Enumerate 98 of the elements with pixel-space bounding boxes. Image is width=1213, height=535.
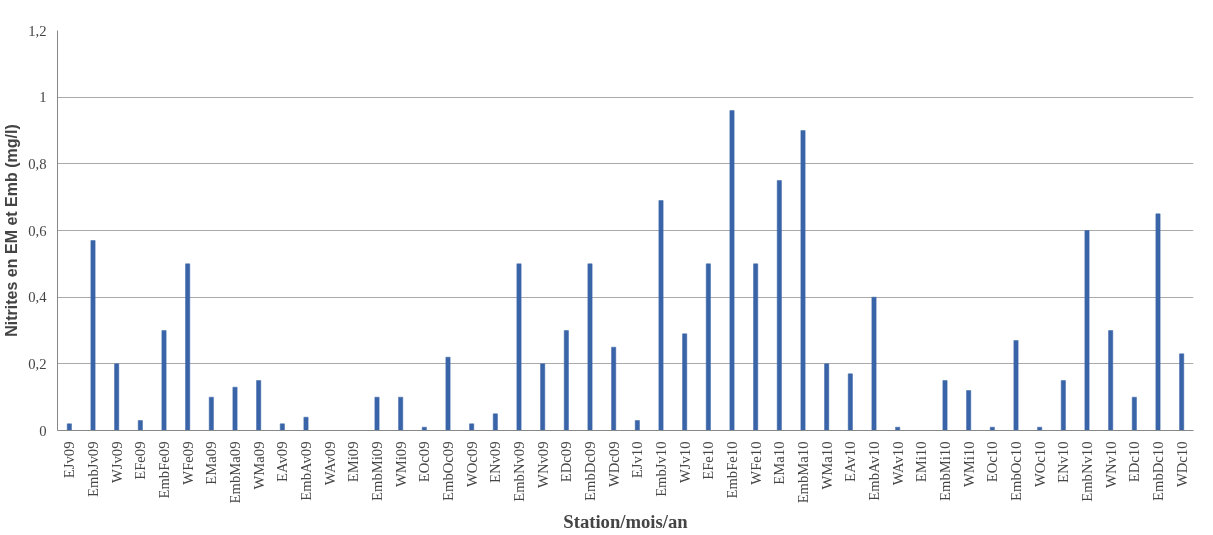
- bar: [469, 423, 475, 431]
- bar: [516, 263, 522, 431]
- bar: [1108, 330, 1114, 431]
- bar: [800, 130, 806, 431]
- bar: [871, 296, 877, 431]
- x-tick-label: EmbOc10: [1008, 441, 1024, 501]
- bar: [279, 423, 285, 431]
- x-tick-label: EAv10: [842, 441, 859, 482]
- x-tick-label: WMi09: [392, 441, 409, 488]
- bar: [729, 110, 735, 431]
- x-tick-label: WMi10: [960, 441, 977, 488]
- x-tick-label: EMi10: [913, 441, 930, 483]
- x-tick-label: WAv09: [321, 441, 338, 486]
- x-tick-label: WMa10: [818, 441, 835, 490]
- x-tick-label: WOc10: [1031, 441, 1048, 488]
- bar: [185, 263, 191, 431]
- bar: [824, 363, 830, 431]
- x-tick-label: EmbOc09: [440, 441, 456, 501]
- bar: [208, 396, 214, 431]
- y-tick-label: 0: [39, 422, 47, 439]
- bar: [658, 200, 664, 431]
- bar: [1131, 396, 1137, 431]
- bar: [303, 416, 309, 431]
- x-tick-label: EJv09: [61, 441, 78, 479]
- x-tick-label: EmbFe10: [724, 441, 740, 499]
- x-tick-label: WNv09: [534, 441, 551, 488]
- bar: [705, 263, 711, 431]
- x-tick-label: EOc10: [984, 441, 1001, 483]
- x-tick-label: EmbDc09: [582, 441, 598, 501]
- bar: [682, 333, 688, 431]
- bar: [563, 330, 569, 431]
- x-tick-label: EmbDc10: [1150, 441, 1166, 501]
- x-tick-label: EJv10: [629, 441, 646, 479]
- bar: [776, 180, 782, 431]
- x-tick-label: EmbJv09: [85, 441, 101, 497]
- bar: [161, 330, 167, 431]
- bar: [374, 396, 380, 431]
- x-tick-label: EMi09: [345, 441, 362, 483]
- x-tick-label: EFe09: [132, 441, 149, 480]
- x-tick-label: WFe10: [747, 441, 764, 485]
- x-tick-label: EOc09: [416, 441, 433, 483]
- y-tick-label: 0,6: [28, 222, 47, 239]
- bar: [753, 263, 759, 431]
- x-tick-label: EFe10: [700, 441, 717, 480]
- x-tick-label: WMa09: [250, 441, 267, 490]
- x-tick-label: EmbNv10: [1079, 441, 1095, 502]
- x-tick-label: EmbMi09: [369, 441, 385, 501]
- x-tick-label: EmbNv09: [511, 441, 527, 502]
- x-tick-label: WAv10: [889, 441, 906, 486]
- x-tick-label: ENv09: [487, 441, 504, 484]
- bar: [66, 423, 72, 431]
- bar: [1084, 230, 1090, 431]
- x-tick-label: WDc10: [1173, 441, 1190, 488]
- bar: [1013, 340, 1019, 431]
- x-tick-label: EAv09: [274, 441, 291, 482]
- bar: [1155, 213, 1161, 431]
- x-tick-label: EmbMa10: [795, 441, 811, 504]
- x-tick-label: EmbFe09: [156, 441, 172, 499]
- y-tick-label: 0,8: [28, 155, 47, 172]
- bar: [114, 363, 120, 431]
- bar: [137, 420, 143, 431]
- bar: [611, 346, 617, 431]
- x-tick-label: WDc09: [605, 441, 622, 488]
- x-tick-label: EDc10: [1126, 441, 1143, 483]
- bar: [492, 413, 498, 431]
- x-tick-label: EmbMi10: [937, 441, 953, 501]
- bar: [942, 380, 948, 431]
- y-tick-label: 0,4: [28, 289, 48, 306]
- x-tick-label: EMa09: [203, 441, 220, 485]
- bar: [966, 390, 972, 431]
- x-axis-title: Station/mois/an: [563, 511, 689, 533]
- bar: [445, 356, 451, 431]
- bar: [540, 363, 546, 431]
- x-tick-label: WFe09: [179, 441, 196, 485]
- bar: [398, 396, 404, 431]
- x-tick-label: WNv10: [1102, 441, 1119, 488]
- y-tick-label: 1,2: [28, 22, 47, 39]
- x-tick-label: WJv09: [108, 441, 125, 484]
- x-tick-label: EmbMa09: [227, 441, 243, 504]
- x-tick-label: EDc09: [558, 441, 575, 483]
- bar: [232, 386, 238, 431]
- y-tick-label: 0,2: [28, 355, 47, 372]
- x-tick-label: EmbAv10: [866, 441, 882, 501]
- x-tick-label: WOc09: [463, 441, 480, 488]
- x-tick-label: EmbAv09: [298, 441, 314, 501]
- y-axis-title: Nitrites en EM et Emb (mg/l): [3, 124, 21, 337]
- bar: [256, 380, 262, 431]
- bar: [634, 420, 640, 431]
- bar: [90, 240, 96, 431]
- x-tick-label: EMa10: [771, 441, 788, 485]
- bar: [587, 263, 593, 431]
- bar: [1179, 353, 1185, 431]
- y-tick-label: 1: [39, 89, 47, 106]
- x-tick-label: ENv10: [1055, 441, 1072, 484]
- x-tick-label: WJv10: [676, 441, 693, 484]
- x-tick-label: EmbJv10: [653, 441, 669, 497]
- bar: [1060, 380, 1066, 431]
- bar: [847, 373, 853, 431]
